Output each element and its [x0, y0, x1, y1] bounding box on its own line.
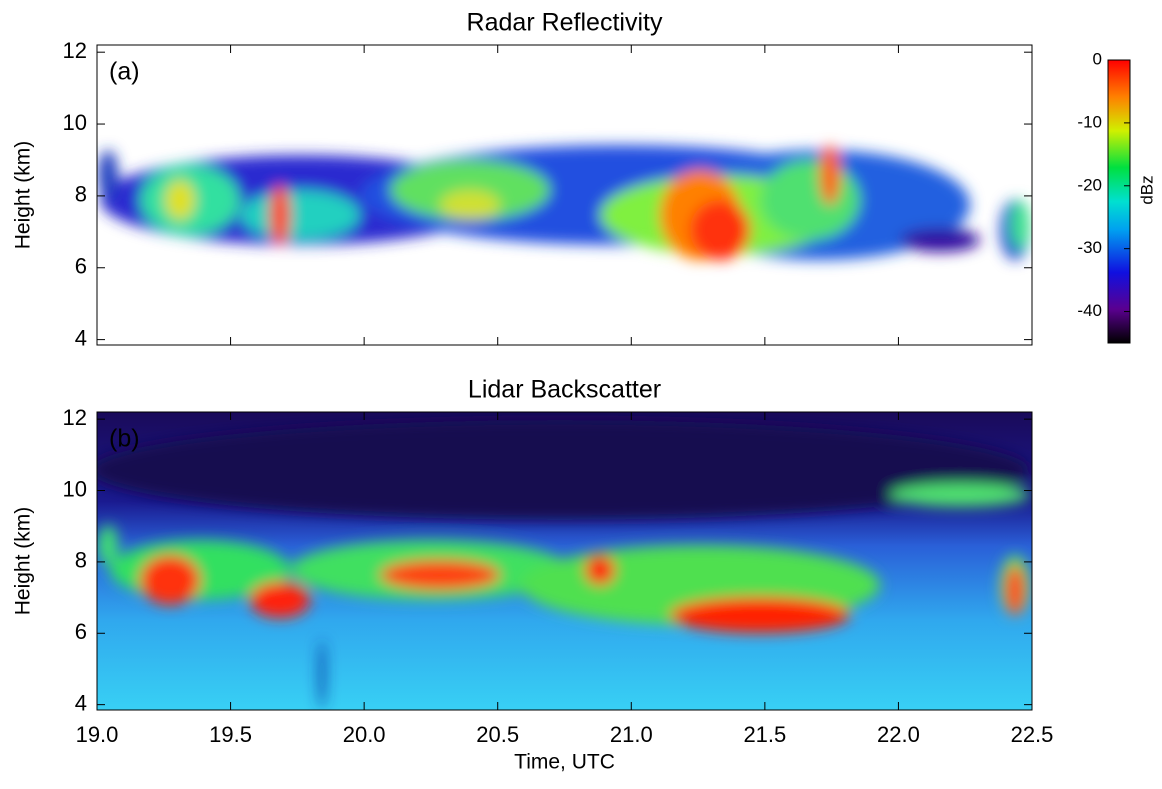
x-tick-label: 20.5: [476, 722, 519, 747]
image-feature: [670, 597, 850, 633]
image-feature: [140, 555, 200, 605]
y-tick-label: 6: [75, 619, 87, 644]
image-feature: [690, 200, 750, 260]
image-feature: [760, 160, 860, 240]
image-feature: [890, 483, 1030, 507]
y-axis-label: Height (km): [12, 507, 35, 616]
colorbar-tick-label: -10: [1077, 112, 1102, 131]
panel-label: (b): [109, 425, 140, 453]
image-feature: [585, 555, 615, 585]
panel-title: Lidar Backscatter: [468, 376, 661, 404]
x-tick-label: 21.5: [743, 722, 786, 747]
image-feature: [319, 640, 325, 710]
image-feature: [97, 420, 1030, 520]
y-tick-label: 12: [63, 405, 87, 430]
colorbar-tick-label: 0: [1093, 49, 1102, 68]
panel-title: Radar Reflectivity: [467, 9, 663, 37]
image-feature: [440, 190, 500, 220]
y-tick-label: 12: [63, 38, 87, 63]
image-feature: [1005, 565, 1025, 615]
y-axis-label: Height (km): [12, 141, 35, 250]
image-feature: [380, 560, 500, 590]
y-tick-label: 8: [75, 182, 87, 207]
y-tick-label: 10: [63, 476, 87, 501]
y-tick-label: 4: [75, 690, 87, 715]
image-feature: [98, 150, 118, 200]
y-tick-label: 8: [75, 548, 87, 573]
x-axis-label: Time, UTC: [514, 751, 615, 774]
image-feature: [820, 145, 840, 205]
colorbar-tick-label: -30: [1077, 238, 1102, 257]
panel-label: (a): [109, 58, 140, 86]
colorbar-label: dBz: [1137, 175, 1156, 204]
x-tick-label: 20.0: [343, 722, 386, 747]
x-tick-label: 19.5: [209, 722, 252, 747]
colorbar-tick-label: -20: [1077, 175, 1102, 194]
colorbar-tick-label: -40: [1077, 301, 1102, 320]
x-tick-label: 22.0: [877, 722, 920, 747]
y-tick-label: 4: [75, 325, 87, 350]
colorbar: [1107, 59, 1131, 344]
plot-frame: [96, 44, 1033, 346]
x-tick-label: 22.5: [1011, 722, 1054, 747]
image-feature: [900, 228, 980, 252]
image-feature: [165, 180, 195, 220]
x-tick-label: 21.0: [610, 722, 653, 747]
y-tick-label: 10: [63, 110, 87, 135]
image-feature: [270, 185, 290, 245]
radar-image: [98, 145, 1030, 260]
image-feature: [240, 190, 360, 240]
image-feature: [1010, 200, 1030, 250]
lidar-image: [97, 420, 1030, 710]
image-feature: [250, 582, 310, 618]
y-tick-label: 6: [75, 254, 87, 279]
plot-frame: [96, 411, 1033, 711]
image-feature: [98, 525, 118, 565]
x-tick-label: 19.0: [76, 722, 119, 747]
